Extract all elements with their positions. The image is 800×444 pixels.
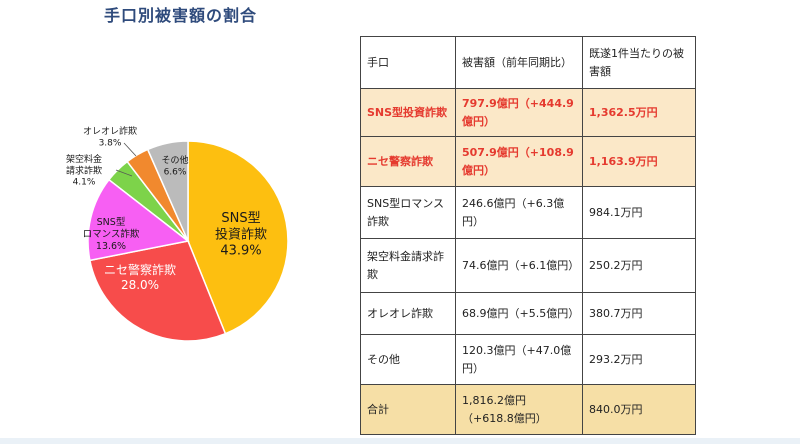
header-per-case: 既遂1件当たりの被害額: [582, 36, 696, 89]
damage-cell: 507.9億円（+108.9億円）: [455, 136, 583, 187]
damage-cell: 797.9億円（+444.9億円）: [455, 88, 583, 137]
table-row: SNS型ロマンス詐欺 246.6億円（+6.3億円） 984.1万円: [360, 186, 696, 239]
header-damage: 被害額（前年同期比）: [455, 36, 583, 89]
per-case-cell: 250.2万円: [582, 238, 696, 293]
table-row: オレオレ詐欺 68.9億円（+5.5億円） 380.7万円: [360, 292, 696, 335]
damage-cell: 74.6億円（+6.1億円）: [455, 238, 583, 293]
damage-table: 手口 被害額（前年同期比） 既遂1件当たりの被害額 SNS型投資詐欺 797.9…: [360, 36, 696, 435]
per-case-cell: 984.1万円: [582, 186, 696, 239]
method-cell: SNS型投資詐欺: [360, 88, 456, 137]
method-cell: SNS型ロマンス詐欺: [360, 186, 456, 239]
per-case-cell: 380.7万円: [582, 292, 696, 335]
pie-slice-5: [146, 140, 189, 242]
pie-slice-0: [187, 140, 289, 335]
method-cell: 架空料金請求詐欺: [360, 238, 456, 293]
method-cell: ニセ警察詐欺: [360, 136, 456, 187]
table-row: SNS型投資詐欺 797.9億円（+444.9億円） 1,362.5万円: [360, 88, 696, 137]
leader-line: [115, 169, 133, 177]
header-method: 手口: [360, 36, 456, 89]
damage-cell: 120.3億円（+47.0億円）: [455, 334, 583, 385]
per-case-cell: 1,163.9万円: [582, 136, 696, 187]
table-row-total: 合計 1,816.2億円（+618.8億円） 840.0万円: [360, 384, 696, 435]
damage-cell: 246.6億円（+6.3億円）: [455, 186, 583, 239]
pie-slice-2: [87, 178, 190, 262]
method-cell: オレオレ詐欺: [360, 292, 456, 335]
table-header-row: 手口 被害額（前年同期比） 既遂1件当たりの被害額: [360, 36, 696, 89]
per-case-cell: 840.0万円: [582, 384, 696, 435]
table-row: ニセ警察詐欺 507.9億円（+108.9億円） 1,163.9万円: [360, 136, 696, 187]
slice-label: オレオレ詐欺 3.8%: [83, 125, 137, 148]
damage-cell: 1,816.2億円（+618.8億円）: [455, 384, 583, 435]
slice-label: SNS型ロマンス詐欺 13.6%: [83, 217, 140, 252]
bottom-strip: [0, 438, 800, 444]
leader-line: [123, 142, 137, 157]
slice-label: SNS型投資詐欺 43.9%: [215, 211, 267, 259]
pie-slice-1: [89, 240, 227, 342]
slice-label: 架空料金請求詐欺 4.1%: [66, 153, 102, 188]
method-cell: 合計: [360, 384, 456, 435]
damage-cell: 68.9億円（+5.5億円）: [455, 292, 583, 335]
table-row: 架空料金請求詐欺 74.6億円（+6.1億円） 250.2万円: [360, 238, 696, 293]
slice-label: その他 6.6%: [161, 154, 188, 177]
per-case-cell: 293.2万円: [582, 334, 696, 385]
slice-label: ニセ警察詐欺 28.0%: [104, 262, 176, 292]
page-title: 手口別被害額の割合: [104, 6, 258, 25]
method-cell: その他: [360, 334, 456, 385]
pie-chart: SNS型投資詐欺 43.9% ニセ警察詐欺 28.0% SNS型ロマンス詐欺 13.6% 架…: [66, 125, 289, 342]
table-row: その他 120.3億円（+47.0億円） 293.2万円: [360, 334, 696, 385]
per-case-cell: 1,362.5万円: [582, 88, 696, 137]
